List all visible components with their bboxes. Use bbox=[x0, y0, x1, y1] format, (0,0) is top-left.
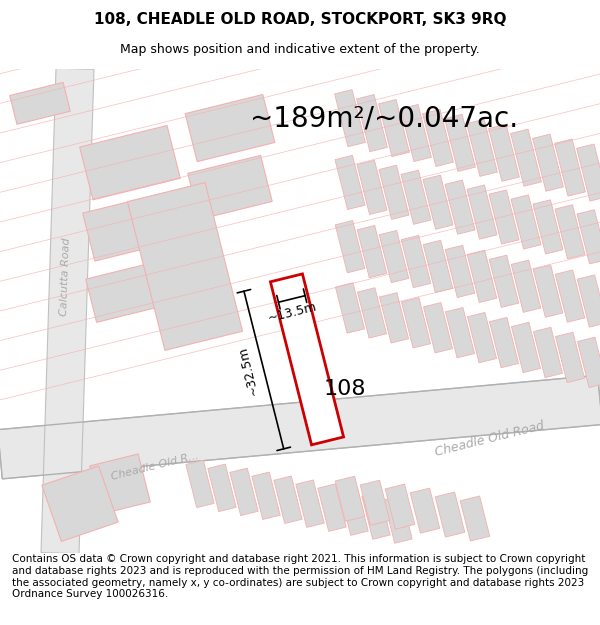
Polygon shape bbox=[360, 480, 390, 525]
Text: ~32.5m: ~32.5m bbox=[235, 344, 260, 396]
Polygon shape bbox=[358, 288, 386, 338]
Polygon shape bbox=[10, 82, 70, 124]
Polygon shape bbox=[335, 89, 365, 147]
Polygon shape bbox=[401, 170, 431, 224]
Polygon shape bbox=[379, 231, 409, 282]
Polygon shape bbox=[577, 275, 600, 327]
Polygon shape bbox=[424, 302, 452, 353]
Polygon shape bbox=[271, 274, 344, 445]
Polygon shape bbox=[318, 484, 346, 531]
Polygon shape bbox=[335, 282, 365, 333]
Polygon shape bbox=[42, 466, 118, 541]
Polygon shape bbox=[401, 236, 431, 288]
Polygon shape bbox=[423, 241, 453, 292]
Polygon shape bbox=[356, 94, 388, 152]
Polygon shape bbox=[422, 109, 454, 166]
Polygon shape bbox=[533, 200, 563, 254]
Polygon shape bbox=[379, 292, 409, 343]
Polygon shape bbox=[445, 308, 475, 358]
Polygon shape bbox=[467, 119, 497, 176]
Polygon shape bbox=[511, 260, 541, 312]
Polygon shape bbox=[208, 464, 236, 512]
Polygon shape bbox=[186, 460, 214, 508]
Polygon shape bbox=[0, 375, 600, 479]
Polygon shape bbox=[335, 221, 365, 273]
Polygon shape bbox=[41, 68, 94, 554]
Polygon shape bbox=[274, 476, 302, 524]
Polygon shape bbox=[445, 114, 475, 171]
Polygon shape bbox=[379, 99, 409, 157]
Polygon shape bbox=[401, 104, 431, 161]
Polygon shape bbox=[555, 205, 585, 259]
Polygon shape bbox=[511, 195, 541, 249]
Polygon shape bbox=[435, 492, 465, 537]
Polygon shape bbox=[86, 260, 174, 322]
Text: 108: 108 bbox=[324, 379, 366, 399]
Polygon shape bbox=[83, 192, 177, 261]
Polygon shape bbox=[460, 496, 490, 541]
Polygon shape bbox=[489, 255, 519, 308]
Polygon shape bbox=[335, 156, 365, 209]
Polygon shape bbox=[252, 472, 280, 519]
Polygon shape bbox=[379, 165, 409, 219]
Polygon shape bbox=[445, 245, 475, 298]
Polygon shape bbox=[511, 322, 541, 372]
Text: Contains OS data © Crown copyright and database right 2021. This information is : Contains OS data © Crown copyright and d… bbox=[12, 554, 588, 599]
Polygon shape bbox=[467, 185, 497, 239]
Polygon shape bbox=[185, 94, 275, 162]
Polygon shape bbox=[357, 160, 387, 214]
Text: Calcutta Road: Calcutta Road bbox=[59, 237, 71, 316]
Polygon shape bbox=[554, 139, 586, 196]
Polygon shape bbox=[80, 126, 181, 200]
Polygon shape bbox=[577, 210, 600, 264]
Polygon shape bbox=[555, 270, 585, 322]
Polygon shape bbox=[467, 250, 497, 302]
Polygon shape bbox=[511, 129, 541, 186]
Polygon shape bbox=[188, 156, 272, 219]
Polygon shape bbox=[335, 476, 365, 521]
Polygon shape bbox=[423, 175, 453, 229]
Text: Cheadle Old R...: Cheadle Old R... bbox=[110, 451, 200, 482]
Polygon shape bbox=[296, 480, 324, 528]
Text: 108, CHEADLE OLD ROAD, STOCKPORT, SK3 9RQ: 108, CHEADLE OLD ROAD, STOCKPORT, SK3 9R… bbox=[94, 12, 506, 27]
Polygon shape bbox=[384, 496, 412, 543]
Polygon shape bbox=[385, 484, 415, 529]
Text: ~13.5m: ~13.5m bbox=[266, 301, 318, 325]
Polygon shape bbox=[577, 144, 600, 201]
Polygon shape bbox=[533, 265, 563, 318]
Polygon shape bbox=[89, 454, 151, 514]
Polygon shape bbox=[410, 488, 440, 533]
Text: Cheadle Old Road: Cheadle Old Road bbox=[434, 419, 546, 459]
Polygon shape bbox=[556, 332, 584, 382]
Polygon shape bbox=[230, 468, 258, 516]
Polygon shape bbox=[362, 492, 390, 539]
Polygon shape bbox=[127, 182, 242, 351]
Polygon shape bbox=[490, 318, 518, 368]
Polygon shape bbox=[401, 298, 431, 348]
Text: ~189m²/~0.047ac.: ~189m²/~0.047ac. bbox=[250, 104, 518, 132]
Polygon shape bbox=[340, 488, 368, 536]
Text: Map shows position and indicative extent of the property.: Map shows position and indicative extent… bbox=[120, 42, 480, 56]
Polygon shape bbox=[489, 190, 519, 244]
Polygon shape bbox=[533, 134, 563, 191]
Polygon shape bbox=[488, 124, 520, 181]
Polygon shape bbox=[533, 328, 563, 378]
Polygon shape bbox=[445, 180, 475, 234]
Polygon shape bbox=[357, 226, 387, 278]
Polygon shape bbox=[467, 312, 497, 362]
Polygon shape bbox=[577, 337, 600, 388]
